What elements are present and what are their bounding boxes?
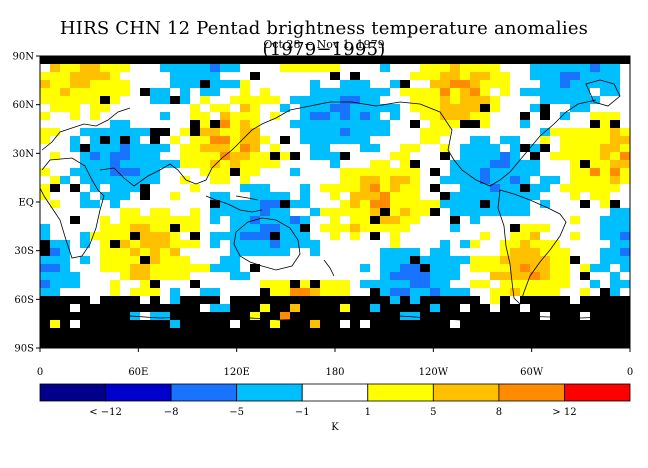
lon-tick-label: 120E <box>223 367 249 378</box>
map-field <box>40 56 630 348</box>
lat-tick-label: 90N <box>13 52 35 63</box>
colorbar-swatch <box>39 383 106 402</box>
lon-tick-label: 120W <box>419 367 449 378</box>
colorbar-unit-label: K <box>331 422 339 433</box>
coastlines <box>40 79 630 321</box>
colorbar-tick-label: 1 <box>365 407 371 418</box>
lat-tick-label: 60N <box>13 100 35 111</box>
lat-tick-label: 90S <box>14 344 34 355</box>
lon-tick-label: 180 <box>325 367 344 378</box>
latitude-axis: 90N 60N 30N EQ 30S 60S 90S <box>13 52 40 355</box>
colorbar-swatch <box>170 383 238 402</box>
colorbar-tick-label: −1 <box>295 407 310 418</box>
lon-tick-label: 0 <box>627 367 633 378</box>
colorbar-swatch <box>236 383 303 402</box>
colorbar: < −12 −8 −5 −1 1 5 8 > 12 K <box>39 383 631 433</box>
colorbar-tick-label: 8 <box>496 407 502 418</box>
map-subtitle: Oct 28 − Nov 1, 1979 <box>263 38 385 51</box>
colorbar-tick-label: −5 <box>229 407 244 418</box>
lat-tick-label: EQ <box>19 198 35 209</box>
colorbar-swatch <box>301 383 369 402</box>
colorbar-swatch <box>432 383 500 402</box>
colorbar-swatch <box>564 383 631 402</box>
colorbar-tick-label: < −12 <box>89 407 122 418</box>
lon-tick-label: 60W <box>520 367 544 378</box>
longitude-axis: 0 60E 120E 180 120W 60W 0 <box>37 348 633 378</box>
colorbar-swatch <box>367 383 434 402</box>
lat-tick-label: 30N <box>13 149 35 160</box>
lat-tick-label: 60S <box>14 295 34 306</box>
map-title: HIRS CHN 12 Pentad brightness temperatur… <box>59 18 589 60</box>
colorbar-swatch <box>105 383 172 402</box>
colorbar-tick-label: 5 <box>430 407 436 418</box>
colorbar-tick-label: −8 <box>164 407 179 418</box>
colorbar-swatch <box>498 383 565 402</box>
colorbar-tick-label: > 12 <box>552 407 576 418</box>
lon-tick-label: 0 <box>37 367 43 378</box>
lon-tick-label: 60E <box>128 367 148 378</box>
lat-tick-label: 30S <box>14 246 34 257</box>
